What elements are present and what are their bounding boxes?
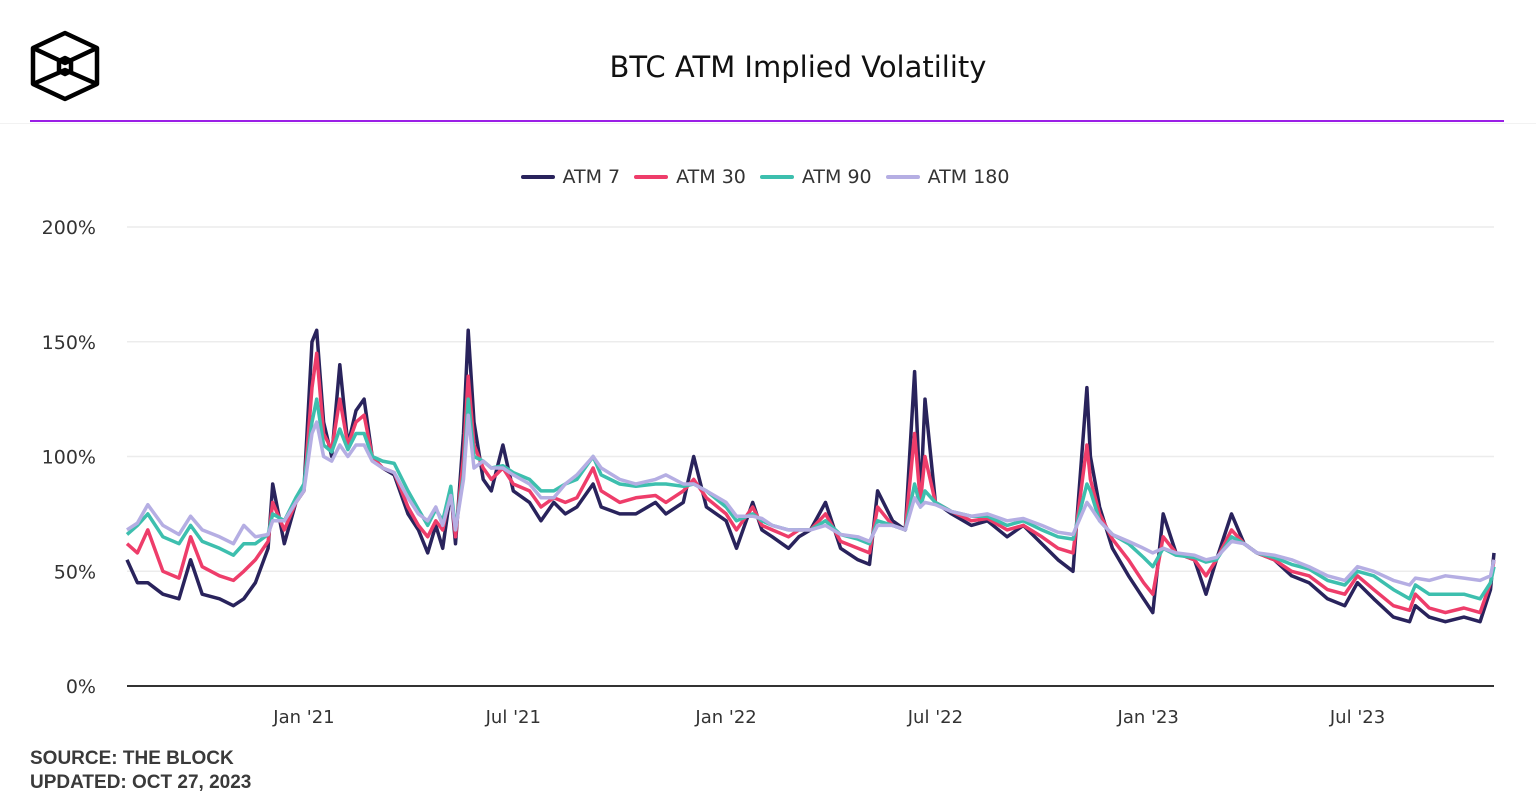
y-tick-label: 100%: [42, 447, 96, 469]
legend-label: ATM 180: [927, 166, 1010, 188]
legend-label: ATM 30: [676, 166, 746, 188]
x-tick-label: Jul '22: [907, 707, 963, 728]
y-tick-label: 50%: [54, 561, 96, 583]
x-tick-label: Jul '21: [485, 707, 541, 728]
y-tick-label: 0%: [66, 676, 96, 698]
series-line-atm180: [126, 413, 1496, 587]
x-tick-label: Jan '22: [694, 707, 756, 728]
legend-item-atm30[interactable]: ATM 30: [634, 166, 746, 188]
chart-title: BTC ATM Implied Volatility: [609, 50, 987, 84]
x-tick-label: Jan '21: [272, 707, 334, 728]
updated-note: UPDATED: OCT 27, 2023: [30, 772, 252, 793]
legend-swatch: [634, 175, 669, 179]
legend-label: ATM 90: [801, 166, 872, 188]
legend-swatch: [885, 175, 920, 179]
source-note: SOURCE: THE BLOCK: [30, 748, 234, 769]
legend-label: ATM 7: [562, 166, 621, 188]
x-tick-label: Jul '23: [1329, 707, 1385, 728]
y-tick-label: 200%: [42, 217, 96, 239]
the-block-logo: [30, 30, 100, 102]
accent-line: [30, 120, 1504, 122]
x-tick-label: Jan '23: [1117, 707, 1179, 728]
legend-swatch: [520, 175, 555, 179]
legend-swatch: [759, 175, 794, 179]
legend-item-atm180[interactable]: ATM 180: [885, 166, 1010, 188]
y-tick-label: 150%: [42, 332, 96, 354]
legend-item-atm7[interactable]: ATM 7: [520, 166, 621, 188]
header-divider: [0, 123, 1536, 124]
series-line-atm7: [125, 328, 1496, 624]
legend-item-atm90[interactable]: ATM 90: [759, 166, 872, 188]
legend: ATM 7 ATM 30 ATM 90 ATM 180: [0, 166, 1530, 188]
